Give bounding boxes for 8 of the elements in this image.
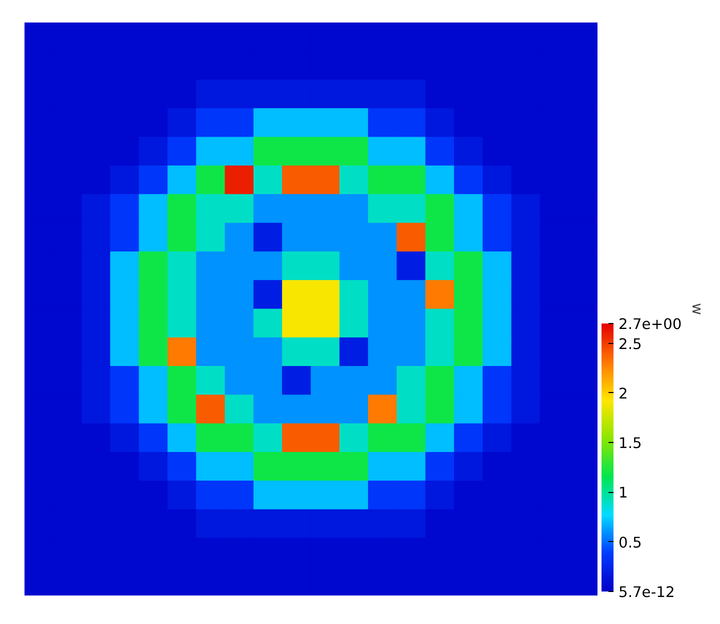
color-bar-label: 2 <box>618 385 628 402</box>
color-bar-label: 1 <box>618 484 628 502</box>
color-bar-label: 0.5 <box>618 534 642 552</box>
color-bar-title: w <box>688 303 706 316</box>
color-bar-label: 1.5 <box>618 435 642 452</box>
color-bar-label: 5.7e-12 <box>618 584 675 601</box>
color-bar-label: 2.5 <box>618 336 642 353</box>
color-bar-label: 2.7e+00 <box>618 316 682 333</box>
